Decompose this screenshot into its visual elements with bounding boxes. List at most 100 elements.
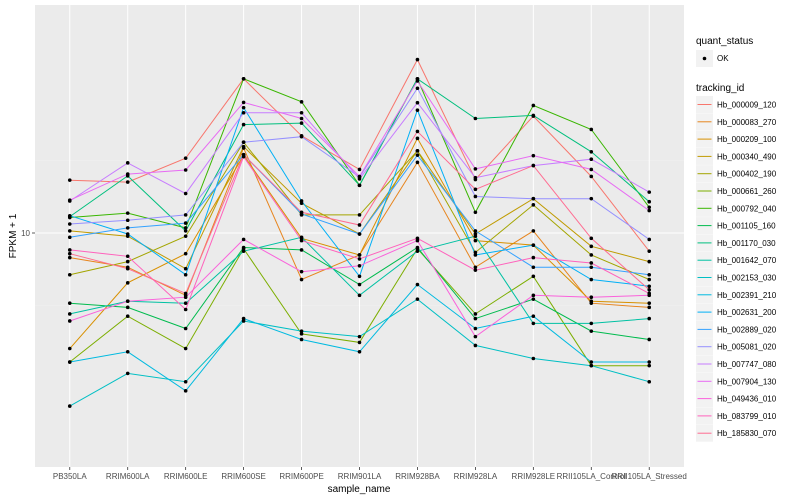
data-point-Hb_049436_010 [589, 295, 594, 300]
data-point-Hb_001170_030 [183, 229, 188, 233]
data-point-Hb_002391_210 [183, 389, 188, 393]
data-point-Hb_000009_120 [183, 156, 188, 160]
data-point-Hb_002153_030 [357, 334, 362, 339]
data-point-Hb_000661_260 [473, 312, 478, 316]
x-tick-label: RRIM600SE [221, 472, 265, 481]
data-point-Hb_185830_070 [473, 187, 478, 192]
data-point-Hb_000340_490 [241, 144, 246, 149]
data-point-Hb_000209_100 [67, 346, 72, 351]
legend-label-Hb_000083_270: Hb_000083_270 [717, 118, 777, 127]
data-point-Hb_185830_070 [183, 291, 188, 296]
legend-label-Hb_002889_020: Hb_002889_020 [717, 325, 777, 334]
data-point-Hb_001105_160 [299, 248, 304, 252]
data-point-Hb_000009_120 [415, 57, 420, 62]
y-axis: 10 [21, 229, 35, 238]
x-tick-label: RRIM600LA [106, 472, 150, 481]
data-point-Hb_000209_100 [125, 281, 130, 285]
data-point-Hb_002631_200 [241, 105, 246, 110]
data-point-Hb_005081_020 [299, 134, 304, 139]
data-point-Hb_001105_160 [125, 305, 130, 310]
data-point-Hb_049436_010 [357, 264, 362, 268]
data-point-Hb_002631_200 [183, 272, 188, 277]
data-point-Hb_000340_490 [647, 259, 652, 264]
y-tick-label: 10 [21, 229, 30, 238]
legend-label-Hb_007747_080: Hb_007747_080 [717, 360, 777, 369]
data-point-Hb_000083_270 [473, 265, 478, 270]
data-point-Hb_185830_070 [125, 266, 130, 271]
data-point-Hb_000661_260 [357, 340, 362, 345]
x-tick-label: RRIM600PE [279, 472, 323, 481]
data-point-Hb_000402_190 [357, 213, 362, 217]
data-point-Hb_000209_100 [473, 238, 478, 243]
data-point-Hb_002889_020 [357, 232, 362, 236]
data-point-Hb_001170_030 [473, 116, 478, 121]
data-point-Hb_002631_200 [531, 243, 536, 247]
data-point-Hb_083799_010 [531, 255, 536, 260]
data-point-Hb_002153_030 [415, 297, 420, 301]
data-point-Hb_001642_070 [589, 321, 594, 326]
legend-label-Hb_000661_260: Hb_000661_260 [717, 187, 777, 196]
legend-label-Hb_083799_010: Hb_083799_010 [717, 412, 777, 421]
data-point-Hb_007904_130 [67, 198, 72, 202]
data-point-Hb_000402_190 [647, 277, 652, 282]
legend-label-Hb_000402_190: Hb_000402_190 [717, 170, 777, 179]
data-point-Hb_000402_190 [67, 272, 72, 277]
legend-label-Hb_002391_210: Hb_002391_210 [717, 291, 777, 300]
data-point-Hb_002631_200 [125, 232, 130, 236]
legend-label-ok: OK [717, 54, 729, 63]
data-point-Hb_000661_260 [125, 314, 130, 319]
data-point-Hb_049436_010 [125, 299, 130, 303]
data-point-Hb_000402_190 [183, 234, 188, 238]
data-point-Hb_002391_210 [473, 326, 478, 331]
data-point-Hb_002153_030 [299, 329, 304, 333]
data-point-Hb_001105_160 [415, 245, 420, 250]
data-point-Hb_000209_100 [589, 299, 594, 303]
data-point-Hb_002631_200 [647, 284, 652, 289]
data-point-Hb_007747_080 [183, 191, 188, 196]
legend-label-Hb_005081_020: Hb_005081_020 [717, 343, 777, 352]
data-point-Hb_001105_160 [241, 245, 246, 250]
data-point-Hb_001170_030 [589, 149, 594, 154]
data-point-Hb_000009_120 [67, 178, 72, 182]
data-point-Hb_002391_210 [125, 349, 130, 354]
data-point-Hb_185830_070 [415, 129, 420, 134]
y-axis-title: FPKM + 1 [8, 213, 19, 258]
data-point-Hb_001642_070 [415, 249, 420, 253]
data-point-Hb_049436_010 [299, 269, 304, 274]
data-point-Hb_049436_010 [183, 295, 188, 300]
data-point-Hb_000083_270 [299, 277, 304, 282]
data-point-Hb_001170_030 [531, 113, 536, 118]
data-point-Hb_001170_030 [241, 122, 246, 127]
data-point-Hb_185830_070 [647, 287, 652, 292]
data-point-Hb_002889_020 [531, 265, 536, 270]
legend-label-Hb_002153_030: Hb_002153_030 [717, 274, 777, 283]
data-point-Hb_000402_190 [415, 149, 420, 153]
data-point-Hb_002391_210 [299, 337, 304, 342]
data-point-Hb_005081_020 [241, 140, 246, 144]
data-point-Hb_002153_030 [473, 343, 478, 348]
data-point-Hb_002889_020 [125, 226, 130, 230]
x-tick-label: RRII105LA_Control [557, 472, 627, 481]
data-point-Hb_001105_160 [183, 326, 188, 331]
data-point-Hb_002631_200 [589, 277, 594, 282]
data-point-Hb_083799_010 [589, 261, 594, 265]
x-tick-label: RRIM600LE [164, 472, 208, 481]
data-point-Hb_000792_040 [531, 103, 536, 108]
x-tick-label: RRIM928BA [395, 472, 440, 481]
data-point-Hb_007747_080 [647, 190, 652, 194]
data-point-Hb_000402_190 [125, 259, 130, 264]
data-point-Hb_000009_120 [357, 167, 362, 172]
data-point-Hb_007747_080 [299, 110, 304, 115]
x-tick-label: RRIM901LA [338, 472, 382, 481]
data-point-Hb_002631_200 [67, 213, 72, 218]
data-point-Hb_007904_130 [183, 168, 188, 172]
data-point-Hb_002391_210 [531, 314, 536, 319]
legend-label-Hb_002631_200: Hb_002631_200 [717, 308, 777, 317]
data-point-Hb_002889_020 [183, 221, 188, 225]
data-point-Hb_002889_020 [589, 265, 594, 270]
x-axis-title: sample_name [328, 484, 391, 495]
data-point-Hb_001642_070 [473, 234, 478, 238]
data-point-Hb_000009_120 [589, 174, 594, 179]
x-tick-label: RRIM928LE [512, 472, 556, 481]
data-point-Hb_002153_030 [531, 356, 536, 361]
